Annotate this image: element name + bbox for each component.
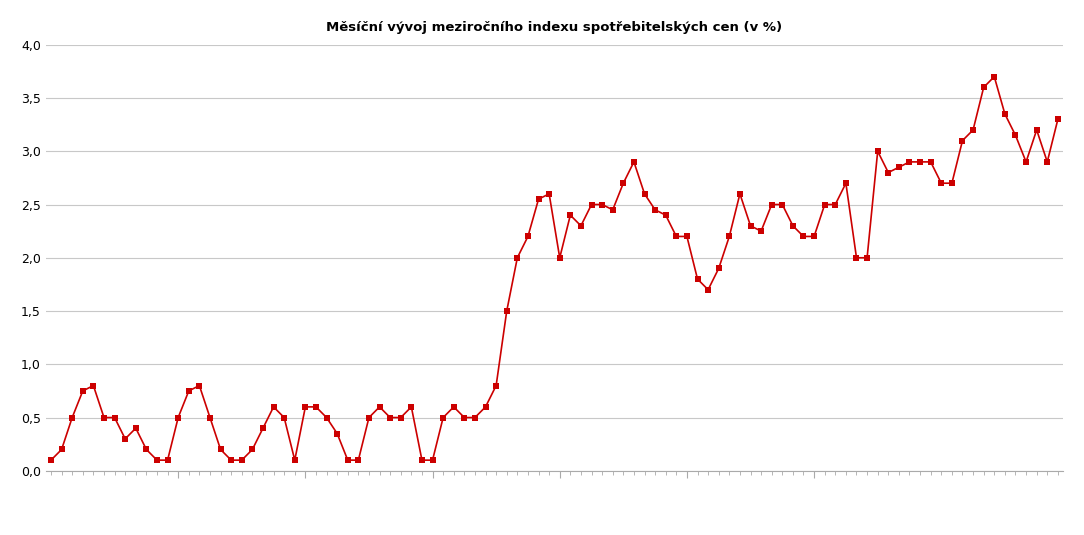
Title: Měsíční vývoj meziročního indexu spotřebitelských cen (v %): Měsíční vývoj meziročního indexu spotřeb… xyxy=(326,21,783,34)
